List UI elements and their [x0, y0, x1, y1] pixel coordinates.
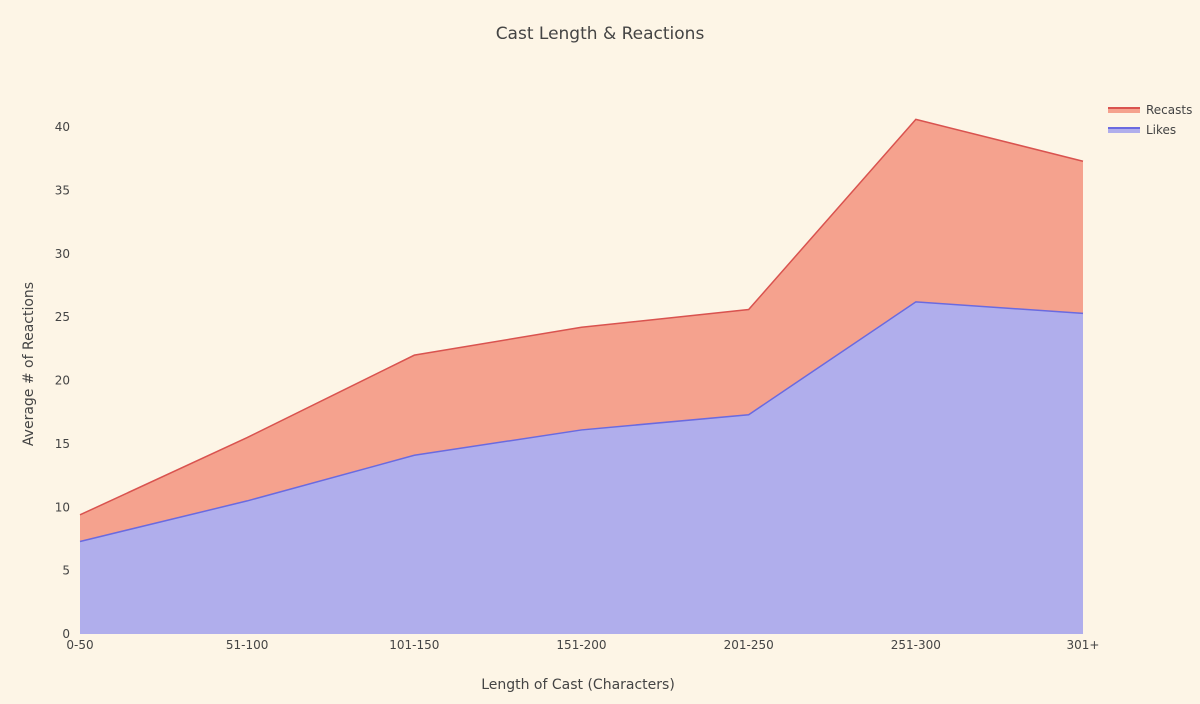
y-axis-title: Average # of Reactions [21, 282, 37, 446]
x-tick-label: 251-300 [891, 638, 941, 652]
y-tick-label: 15 [55, 437, 70, 451]
legend-label-recasts: Recasts [1146, 103, 1193, 117]
y-tick-label: 40 [55, 120, 70, 134]
y-tick-label: 35 [55, 183, 70, 197]
legend-label-likes: Likes [1146, 123, 1177, 137]
x-tick-label: 0-50 [66, 638, 93, 652]
x-axis-title: Length of Cast (Characters) [481, 677, 675, 693]
y-tick-label: 10 [55, 500, 70, 514]
y-tick-label: 25 [55, 310, 70, 324]
y-tick-label: 5 [62, 564, 70, 578]
y-tick-label: 0 [62, 627, 70, 641]
x-tick-label: 201-250 [724, 638, 774, 652]
area-series-group [79, 118, 1084, 634]
y-tick-label: 20 [55, 374, 70, 388]
recasts-line [79, 118, 1084, 516]
likes-area [80, 301, 1083, 634]
y-axis-ticks: 0 5 10 15 20 25 30 35 40 [55, 120, 70, 641]
legend-item-recasts[interactable]: Recasts [1108, 100, 1192, 120]
legend-item-likes[interactable]: Likes [1108, 120, 1192, 140]
likes-swatch-icon [1108, 127, 1140, 133]
likes-line [79, 301, 1084, 543]
x-tick-label: 51-100 [226, 638, 269, 652]
x-tick-label: 151-200 [556, 638, 606, 652]
recasts-area [80, 119, 1083, 542]
y-tick-label: 30 [55, 247, 70, 261]
x-tick-label: 301+ [1067, 638, 1100, 652]
x-tick-label: 101-150 [389, 638, 439, 652]
recasts-swatch-icon [1108, 107, 1140, 113]
legend: Recasts Likes [1108, 100, 1192, 140]
x-axis-ticks: 0-50 51-100 101-150 151-200 201-250 251-300 30… [66, 638, 1099, 652]
chart-title: Cast Length & Reactions [495, 24, 705, 44]
